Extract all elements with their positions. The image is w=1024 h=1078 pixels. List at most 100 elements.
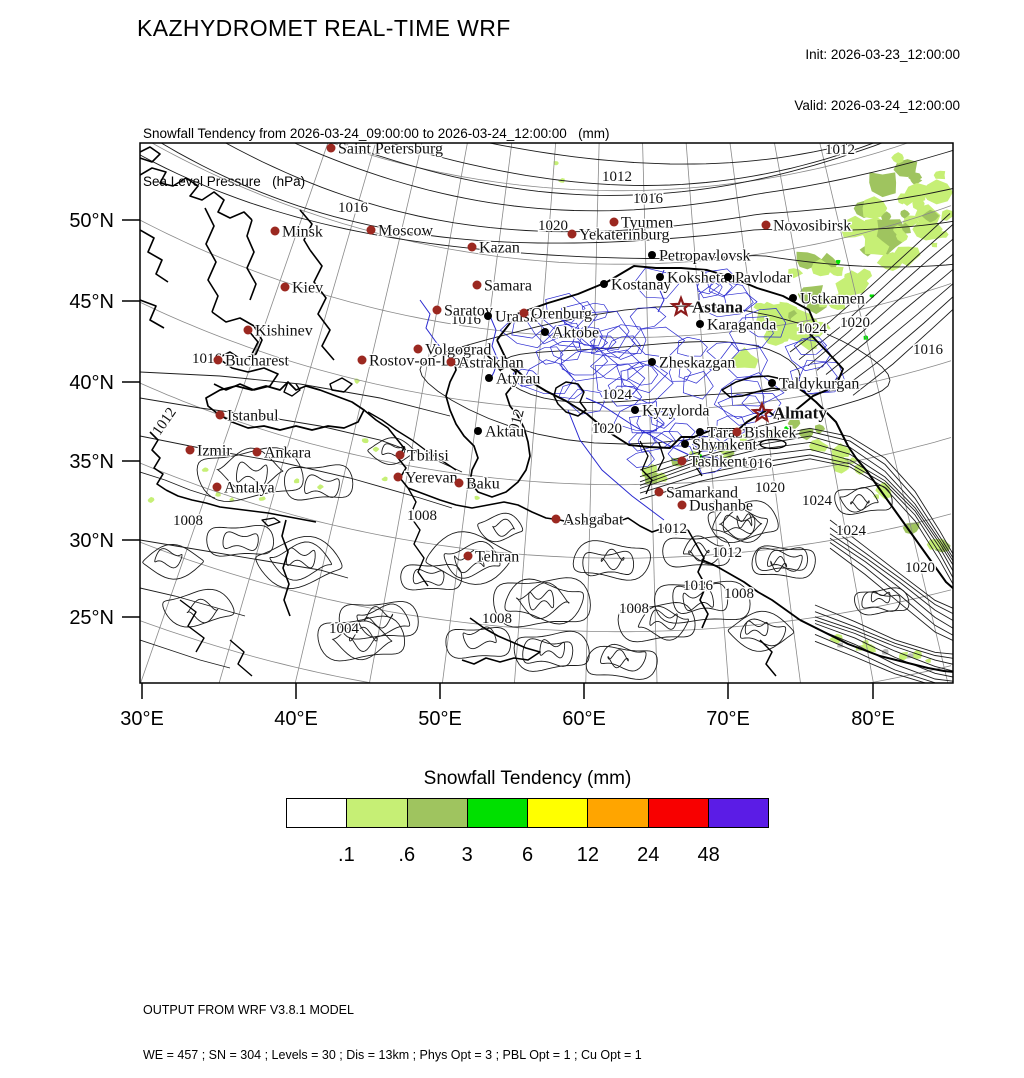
city-dot-icon: [185, 445, 195, 455]
city-label: Aktobe: [552, 325, 599, 342]
pressure-contour-label: 1008: [407, 508, 437, 524]
legend-tick-label: 3: [461, 844, 473, 866]
pressure-contour-label: 1004: [329, 621, 360, 637]
city-label: Ankara: [264, 445, 311, 462]
city-label: Taldykurgan: [779, 376, 859, 393]
city-dot-icon: [648, 358, 656, 366]
city-dot-icon: [472, 280, 482, 290]
pressure-contour-label: 1020: [905, 560, 935, 576]
pressure-contour-label: 1020: [840, 315, 870, 331]
city-label: Minsk: [282, 224, 323, 241]
city-label: Tashkent: [689, 454, 747, 471]
city-dot-icon: [768, 379, 776, 387]
city-dot-icon: [485, 374, 493, 382]
city-label: Petropavlovsk: [659, 248, 751, 265]
city-dot-icon: [519, 308, 529, 318]
pressure-contours: [140, 143, 953, 683]
city-label: Kazan: [479, 240, 520, 257]
city-label: Kostanay: [611, 277, 671, 294]
capital-star-icon: [750, 400, 774, 423]
map-frame-and-axes: 30°E 40°E 50°E 60°E 70°E 80°E 50°N 45°N 40°N 35°N…: [69, 142, 954, 730]
pressure-contour-label: 1012: [825, 142, 855, 158]
city-dot-icon: [732, 427, 742, 437]
city-label: Volgograd: [425, 342, 491, 359]
map-frame: [139, 142, 954, 684]
pressure-contour-label: 1008: [619, 601, 649, 617]
city-label: Karaganda: [707, 317, 776, 334]
city-dot-icon: [696, 428, 704, 436]
city-label: Baku: [466, 476, 500, 493]
city-label: Bucharest: [225, 353, 290, 370]
init-time: Init: 2026-03-23_12:00:00: [805, 47, 960, 62]
legend-color-cell: [648, 799, 709, 827]
legend-tick-label: .1: [338, 844, 355, 866]
x-axis-label: 30°E: [120, 708, 164, 730]
pressure-contour-label: 1012: [712, 545, 742, 561]
city-label: Tyumen: [621, 215, 673, 232]
footer-config-line: WE = 457 ; SN = 304 ; Levels = 30 ; Dis …: [143, 1048, 642, 1062]
city-label: Kyzylorda: [642, 403, 710, 420]
city-dot-icon: [681, 440, 689, 448]
pressure-contour-label: 1016: [683, 578, 714, 594]
pressure-contour-label: 1016: [451, 312, 482, 328]
city-label: Samara: [484, 278, 532, 295]
y-axis-label: 25°N: [69, 607, 114, 629]
city-dot-icon: [484, 312, 492, 320]
city-dot-icon: [654, 487, 664, 497]
city-markers: Saint Petersburg Minsk Moscow Kazan Kiev Sama…: [185, 141, 866, 567]
city-dot-icon: [215, 410, 225, 420]
city-label: Atyrau: [496, 371, 540, 388]
city-label: Samarkand: [666, 485, 738, 502]
model-run-times: Init: 2026-03-23_12:00:00 Valid: 2026-03…: [794, 12, 960, 131]
city-dot-icon: [270, 226, 280, 236]
city-dot-icon: [357, 355, 367, 365]
model-output-footer: OUTPUT FROM WRF V3.8.1 MODEL WE = 457 ; …: [143, 973, 642, 1078]
legend-colorbar: [286, 798, 769, 828]
city-dot-icon: [724, 273, 732, 281]
city-dot-icon: [280, 282, 290, 292]
city-label: Aktau: [485, 424, 524, 441]
pressure-contour-label: 1008: [173, 513, 203, 529]
city-dot-icon: [432, 305, 442, 315]
legend-tick-label: 12: [576, 844, 599, 866]
pressure-contour-label: 1012: [150, 405, 180, 439]
valid-time: Valid: 2026-03-24_12:00:00: [794, 98, 960, 113]
city-dot-icon: [212, 482, 222, 492]
x-axis-label: 40°E: [274, 708, 318, 730]
pressure-contour-label: 1008: [482, 611, 512, 627]
pressure-contour-label: 1024: [602, 387, 633, 403]
city-dot-icon: [551, 514, 561, 524]
pressure-contour-label: 1024: [802, 493, 833, 509]
legend-color-cell: [347, 799, 408, 827]
pressure-contour-label: 1016: [913, 342, 944, 358]
city-dot-icon: [326, 143, 336, 153]
city-dot-icon: [648, 251, 656, 259]
city-label: Kishinev: [255, 323, 313, 340]
city-dot-icon: [677, 456, 687, 466]
capital-star-icon: [669, 294, 693, 317]
country-borders: [140, 146, 953, 677]
city-label: Dushanbe: [689, 498, 753, 515]
city-label: Astrakhan: [458, 355, 524, 372]
legend-tick-labels: .1 .6 3 6 12 24 48: [286, 828, 769, 866]
pressure-contour-label: 1020: [755, 480, 785, 496]
city-dot-icon: [656, 273, 664, 281]
city-label: Pavlodar: [735, 270, 793, 287]
footer-model-line: OUTPUT FROM WRF V3.8.1 MODEL: [143, 1003, 354, 1017]
city-label: Saratov: [444, 303, 493, 320]
x-axis-label: 60°E: [562, 708, 606, 730]
city-label: Zheskazgan: [659, 355, 735, 372]
city-label: Ashgabat: [563, 512, 624, 529]
city-label: Saint Petersburg: [338, 141, 443, 158]
city-dot-icon: [541, 328, 549, 336]
city-label: Orenburg: [531, 306, 592, 323]
city-dot-icon: [600, 280, 608, 288]
city-label: Kokshetau: [667, 270, 735, 287]
pressure-contour-label: 1020: [538, 218, 568, 234]
legend-color-cell: [708, 799, 768, 827]
pressure-contour-label: 1024: [836, 523, 867, 539]
pressure-contour-label: 1016: [633, 191, 664, 207]
city-dot-icon: [696, 320, 704, 328]
colorbar-legend: Snowfall Tendency (mm) .1 .6 3 6 12 24 48: [286, 768, 769, 866]
